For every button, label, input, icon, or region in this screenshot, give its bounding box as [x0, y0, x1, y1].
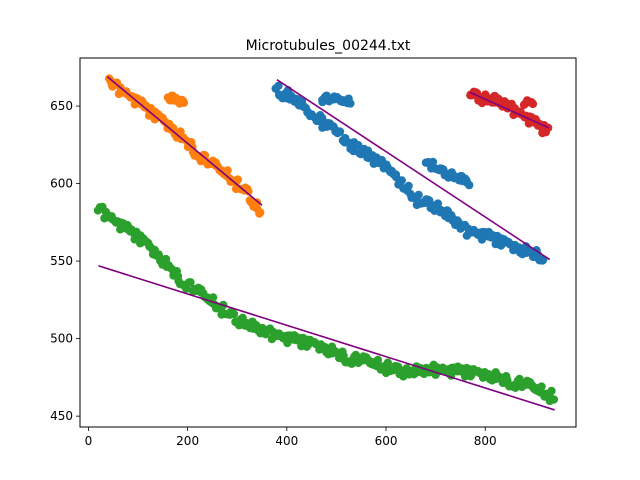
data-point-orange-cluster [244, 187, 253, 196]
data-point-blue-cluster [414, 190, 423, 200]
data-point-blue-cluster [274, 81, 283, 91]
data-point-green-cluster [549, 395, 559, 404]
data-point-green-cluster [383, 358, 393, 367]
fit-lines [98, 75, 555, 411]
data-point-blue-cluster [425, 196, 434, 205]
data-point-blue-cluster [404, 181, 413, 191]
x-axis: 0 200 400 600 800 [85, 427, 497, 448]
data-point-blue-cluster [346, 99, 355, 108]
data-point-blue-cluster [397, 176, 406, 185]
data-point-orange-cluster [256, 208, 265, 217]
data-point-green-cluster [208, 293, 218, 302]
fit-line-orange-cluster [106, 75, 263, 206]
data-point-blue-cluster [335, 127, 345, 136]
y-tick-label: 500 [50, 332, 73, 346]
chart-title: Microtubules_00244.txt [246, 38, 411, 54]
y-tick-label: 550 [50, 254, 73, 268]
axes-frame [79, 57, 577, 428]
y-tick-label: 600 [50, 177, 73, 191]
plot-area [79, 57, 577, 428]
data-point-green-cluster [394, 362, 403, 372]
y-tick-label: 650 [50, 99, 73, 113]
x-tick-label: 600 [375, 434, 398, 448]
data-point-orange-cluster [223, 166, 232, 175]
data-point-orange-cluster [252, 198, 262, 207]
data-point-green-cluster [347, 359, 356, 368]
y-axis: 450 500 550 600 650 [50, 99, 80, 423]
fit-line-green-cluster [98, 264, 555, 411]
data-points [93, 74, 559, 406]
x-tick-label: 800 [474, 434, 497, 448]
data-point-green-cluster [547, 386, 556, 396]
x-tick-label: 200 [176, 434, 199, 448]
data-point-orange-cluster [233, 175, 242, 184]
data-point-blue-cluster [428, 157, 438, 167]
x-tick-label: 400 [275, 434, 298, 448]
fit-line-red-cluster [469, 91, 550, 129]
data-point-orange-cluster [200, 151, 210, 160]
data-point-green-cluster [373, 355, 383, 365]
fit-line-blue-cluster [276, 79, 551, 261]
data-point-orange-cluster [179, 98, 189, 107]
data-point-green-cluster [511, 383, 520, 392]
data-point-green-cluster [161, 254, 171, 264]
data-point-green-cluster [229, 309, 239, 319]
data-point-green-cluster [537, 382, 546, 391]
y-tick-label: 450 [50, 409, 73, 423]
x-tick-label: 0 [85, 434, 93, 448]
data-point-blue-cluster [465, 180, 474, 190]
data-point-green-cluster [186, 278, 195, 287]
data-point-red-cluster [528, 99, 537, 108]
